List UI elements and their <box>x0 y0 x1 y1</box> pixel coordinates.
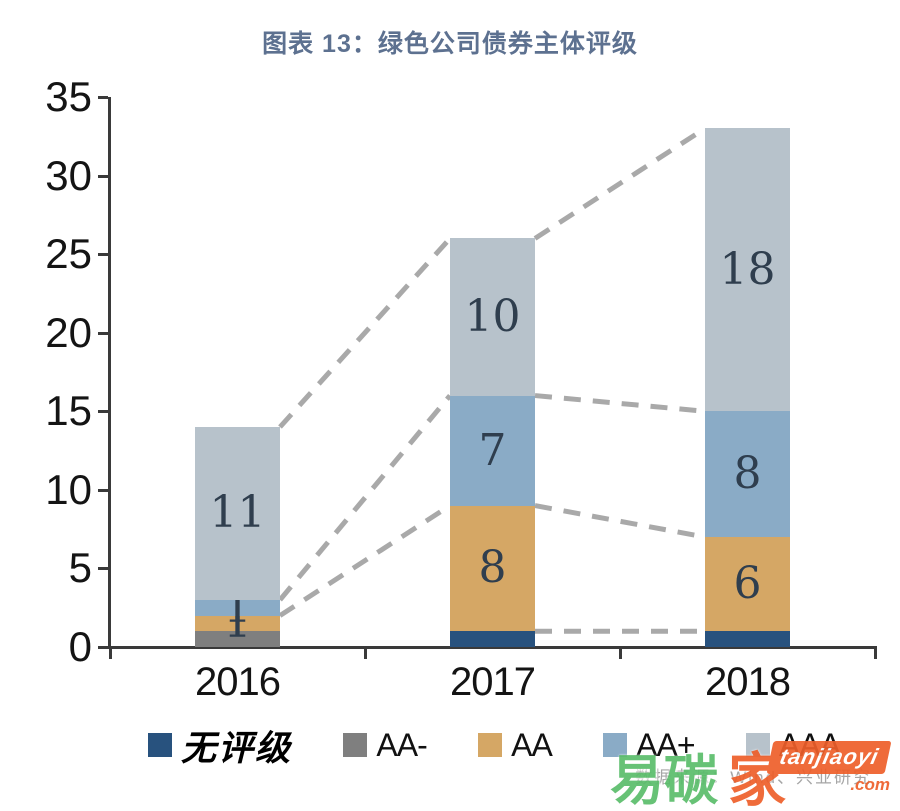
y-axis-label: 35 <box>45 73 92 120</box>
y-tick <box>98 253 108 257</box>
legend-label: AAA <box>778 726 841 763</box>
legend-swatch <box>343 733 368 757</box>
bar-segment-AA <box>195 615 280 632</box>
connector-dash-line <box>278 236 452 429</box>
connector-dash-line <box>534 503 706 540</box>
x-axis <box>108 646 877 649</box>
legend-swatch <box>603 733 628 757</box>
legend-item-AAA: AAA <box>745 726 841 764</box>
bar-segment-AAA <box>450 238 535 396</box>
connector-dash-line <box>278 393 452 602</box>
y-axis-label: 20 <box>45 308 92 356</box>
x-tick <box>364 647 367 659</box>
bar-value-label: 8 <box>478 542 507 594</box>
legend-swatch <box>148 733 172 757</box>
x-category-label: 2018 <box>705 660 791 704</box>
legend-label: AA <box>511 726 553 763</box>
bar-segment-AA <box>450 505 535 632</box>
bar-value-label: 6 <box>733 558 762 610</box>
legend-label: AA+ <box>636 726 695 763</box>
x-tick <box>619 647 622 659</box>
y-tick <box>98 174 108 178</box>
bar-segment-无评级 <box>450 631 535 647</box>
bar-segment-AAA <box>195 427 280 600</box>
y-tick <box>98 96 108 99</box>
connector-dash-line <box>533 126 707 241</box>
legend-item-AA-: AA- <box>343 726 428 764</box>
bar-segment-AA- <box>195 631 280 647</box>
y-tick <box>98 567 108 571</box>
y-axis-label: 15 <box>45 387 92 435</box>
chart-title: 图表 13：绿色公司债券主体评级 <box>262 30 638 58</box>
bar-segment-AA+ <box>450 395 535 506</box>
legend-label: AA- <box>376 726 427 763</box>
y-axis <box>108 97 111 649</box>
y-axis-label: 10 <box>45 465 92 513</box>
legend-label: 无评级 <box>181 727 293 769</box>
connector-dash-line <box>278 503 452 618</box>
bar-value-label: 8 <box>733 448 762 500</box>
y-tick <box>98 488 108 492</box>
legend-item-无评级: 无评级 <box>148 720 292 771</box>
y-tick <box>98 331 108 335</box>
x-tick <box>874 647 877 659</box>
bar-segment-AA+ <box>195 599 280 616</box>
bar-segment-无评级 <box>705 631 790 647</box>
legend-swatch <box>745 733 770 757</box>
x-category-label: 2016 <box>195 660 281 704</box>
bar-value-label: 7 <box>478 424 507 476</box>
bar-value-label: 18 <box>719 243 776 295</box>
bar-segment-AA+ <box>705 411 790 537</box>
connector-dash-line <box>534 393 706 414</box>
bar-segment-AA <box>705 537 790 632</box>
y-axis-label: 5 <box>68 544 92 592</box>
y-axis-label: 30 <box>45 151 92 199</box>
legend-swatch <box>478 733 503 757</box>
bar-value-label: 11 <box>209 487 266 539</box>
x-category-label: 2017 <box>450 660 536 704</box>
bar-segment-AAA <box>705 128 790 412</box>
y-tick <box>98 410 108 414</box>
legend: 无评级 AA- AA AA+ AAA <box>148 720 841 771</box>
y-axis-label: 25 <box>45 230 92 278</box>
y-axis-label: 0 <box>68 623 92 670</box>
bar-value-label: 10 <box>464 291 521 342</box>
y-tick <box>98 646 108 649</box>
x-tick <box>109 647 112 659</box>
legend-item-AA: AA <box>478 726 553 764</box>
data-source-text: 数据来源：Wind、兴业研究 <box>635 768 872 787</box>
legend-item-AA+: AA+ <box>603 726 696 764</box>
